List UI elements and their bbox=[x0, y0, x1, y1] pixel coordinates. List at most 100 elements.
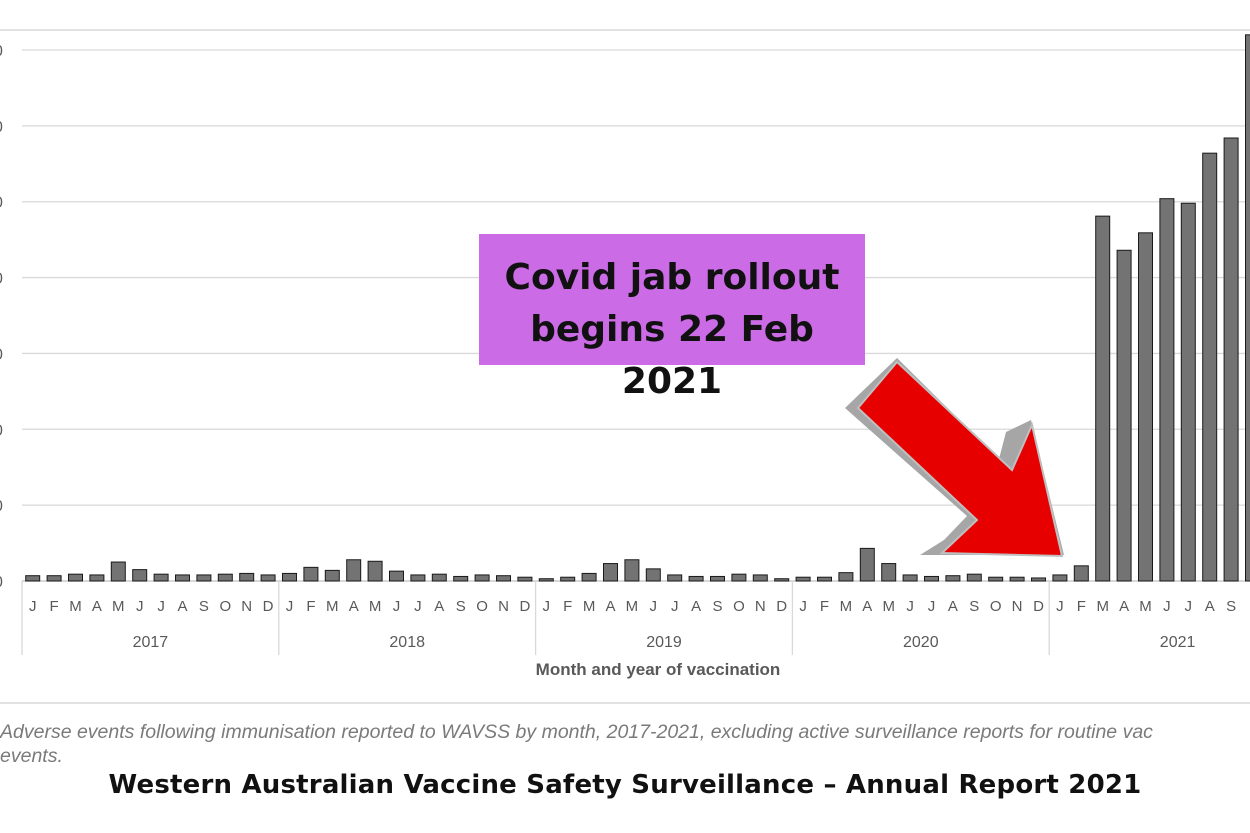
x-tick-label-month: J bbox=[393, 598, 401, 615]
callout-line-1: Covid jab rollout bbox=[504, 257, 840, 298]
x-tick-label-month: M bbox=[326, 598, 339, 615]
bar bbox=[153, 573, 169, 582]
x-tick-label-month: F bbox=[1077, 598, 1086, 615]
x-tick-label-month: J bbox=[928, 598, 936, 615]
y-tick-label: 0 bbox=[0, 346, 3, 363]
bar bbox=[1095, 215, 1111, 582]
x-tick-label-month: M bbox=[369, 598, 382, 615]
bar bbox=[474, 574, 490, 582]
x-tick-label-month: F bbox=[306, 598, 315, 615]
x-tick-label-month: D bbox=[1033, 598, 1044, 615]
x-tick-label-month: M bbox=[112, 598, 125, 615]
x-tick-label-month: J bbox=[1163, 598, 1171, 615]
callout-line-2: begins 22 Feb 2021 bbox=[530, 309, 814, 402]
x-tick-label-month: M bbox=[69, 598, 82, 615]
bar bbox=[1180, 202, 1196, 582]
x-tick-label-month: F bbox=[50, 598, 59, 615]
caption-line-2: events. bbox=[0, 745, 63, 767]
x-tick-label-month: O bbox=[990, 598, 1002, 615]
bar bbox=[774, 578, 790, 582]
bar bbox=[902, 574, 918, 582]
x-tick-label-month: J bbox=[286, 598, 294, 615]
x-tick-label-month: J bbox=[543, 598, 551, 615]
annotation-callout: Covid jab rollout begins 22 Feb 2021 bbox=[479, 234, 865, 402]
bars bbox=[25, 34, 1250, 582]
figure-caption: Adverse events following immunisation re… bbox=[0, 720, 1250, 768]
bar bbox=[89, 574, 105, 582]
bar bbox=[731, 573, 747, 582]
x-tick-label-month: S bbox=[969, 598, 979, 615]
x-tick-label-month: J bbox=[906, 598, 914, 615]
bar bbox=[367, 560, 383, 582]
bar bbox=[603, 563, 618, 582]
bar bbox=[924, 575, 939, 582]
x-tick-label-year: 2020 bbox=[903, 634, 939, 651]
y-tick-label: 0 bbox=[0, 422, 3, 439]
x-tick-label-month: J bbox=[1056, 598, 1064, 615]
bar bbox=[1009, 576, 1025, 582]
x-tick-label-month: A bbox=[1205, 598, 1215, 615]
x-tick-label-month: J bbox=[1185, 598, 1193, 615]
bar bbox=[624, 559, 640, 582]
bar bbox=[346, 559, 362, 582]
x-tick-label-month: A bbox=[862, 598, 872, 615]
report-title: Western Australian Vaccine Safety Survei… bbox=[108, 770, 1142, 800]
x-tick-label-month: M bbox=[840, 598, 853, 615]
x-tick-label-month: S bbox=[456, 598, 466, 615]
y-tick-label: 0 bbox=[0, 43, 3, 60]
x-tick-label-month: D bbox=[519, 598, 530, 615]
x-tick-label-month: A bbox=[1119, 598, 1129, 615]
bar bbox=[1223, 137, 1239, 582]
y-tick-label: 0 bbox=[0, 195, 3, 212]
bar bbox=[453, 575, 469, 582]
bar bbox=[1138, 232, 1153, 582]
x-tick-label-month: A bbox=[948, 598, 958, 615]
bar bbox=[1245, 34, 1250, 582]
bar bbox=[431, 573, 447, 582]
bar bbox=[324, 569, 340, 582]
bar bbox=[217, 573, 233, 582]
x-tick-label-month: N bbox=[755, 598, 766, 615]
x-tick-label-month: M bbox=[1139, 598, 1152, 615]
bar bbox=[110, 561, 126, 582]
bar bbox=[1073, 565, 1089, 582]
x-tick-label-month: S bbox=[712, 598, 722, 615]
bar bbox=[1052, 574, 1068, 582]
bar bbox=[303, 566, 319, 582]
bar bbox=[260, 574, 276, 582]
x-tick-label-month: J bbox=[671, 598, 679, 615]
x-tick-label-month: N bbox=[498, 598, 509, 615]
x-tick-label-month: S bbox=[199, 598, 209, 615]
bar bbox=[710, 575, 725, 582]
x-tick-label-month: F bbox=[563, 598, 572, 615]
x-tick-label-month: M bbox=[882, 598, 895, 615]
bar bbox=[517, 576, 533, 582]
x-tick-label-month: A bbox=[177, 598, 187, 615]
x-tick-label-year: 2017 bbox=[133, 634, 169, 651]
x-tick-label-month: M bbox=[1096, 598, 1109, 615]
y-tick-label: 0 bbox=[0, 574, 3, 591]
bar bbox=[688, 575, 704, 582]
x-tick-label-month: A bbox=[434, 598, 444, 615]
bar bbox=[752, 574, 768, 582]
arrow-icon bbox=[845, 358, 1064, 558]
x-tick-label-year: 2019 bbox=[646, 634, 682, 651]
bar bbox=[795, 576, 811, 582]
bar bbox=[538, 578, 554, 582]
x-tick-label-month: M bbox=[626, 598, 639, 615]
bar bbox=[496, 575, 511, 582]
bar bbox=[410, 574, 426, 582]
bar bbox=[46, 575, 62, 582]
y-tick-label: 0 bbox=[0, 119, 3, 136]
x-tick-label-month: F bbox=[820, 598, 829, 615]
bar bbox=[945, 575, 961, 582]
x-tick-label-month: D bbox=[776, 598, 787, 615]
bar bbox=[175, 574, 190, 582]
bar bbox=[645, 568, 661, 582]
bar bbox=[132, 569, 148, 582]
x-tick-label-month: O bbox=[219, 598, 231, 615]
chart: 00000000 JFMAMJJASOND2017JFMAMJJASOND201… bbox=[0, 29, 1250, 704]
bar bbox=[988, 576, 1004, 582]
x-tick-label-month: J bbox=[136, 598, 144, 615]
